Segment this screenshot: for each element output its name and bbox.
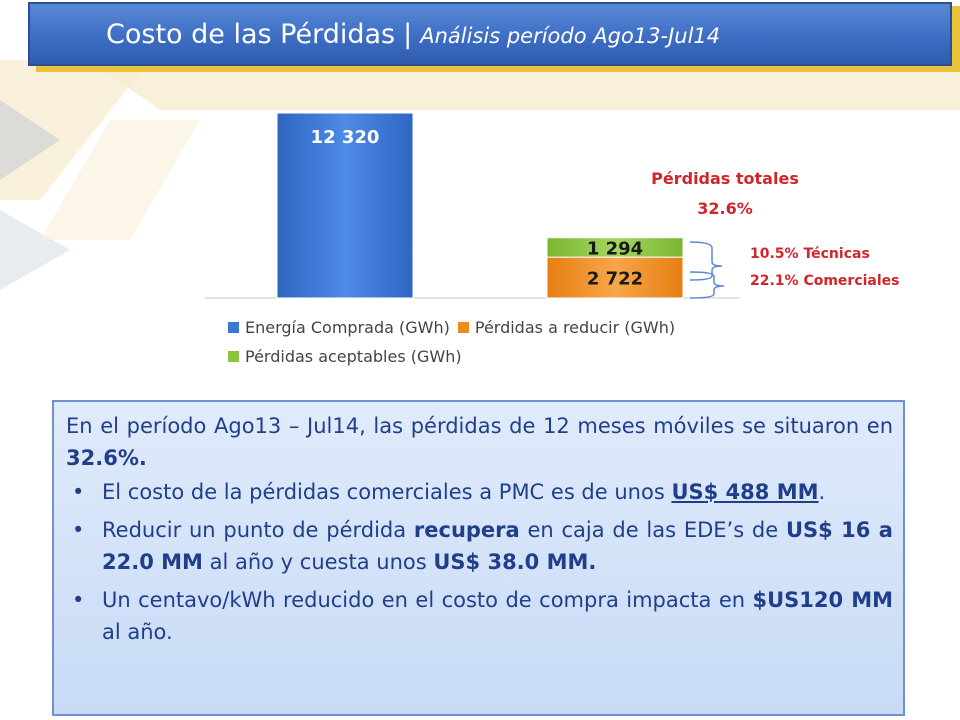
bracket-tecnicas <box>689 241 723 281</box>
bracket-comerciales <box>689 271 725 299</box>
chart-svg: 12 320 2 722 1 294 <box>205 112 740 299</box>
bullet-text: al año y cuesta unos <box>202 550 434 574</box>
bullet-value: US$ 38.0 MM. <box>433 550 597 574</box>
legend-label-perdidas-aceptables: Pérdidas aceptables (GWh) <box>245 347 462 366</box>
title-separator: | <box>403 18 413 50</box>
bullet-text: en caja de las EDE’s de <box>519 518 786 542</box>
bullet-item: Reducir un punto de pérdida recupera en … <box>66 514 893 578</box>
legend-label-perdidas-reducir: Pérdidas a reducir (GWh) <box>474 318 676 337</box>
bar-energia-comprada <box>276 112 414 299</box>
total-losses-label: Pérdidas totales <box>651 169 799 188</box>
summary-intro: En el período Ago13 – Jul14, las pérdida… <box>66 410 893 474</box>
legend-item-energia: Energía Comprada (GWh) <box>228 318 450 337</box>
bullet-emphasis: recupera <box>413 518 520 542</box>
total-losses-value: 32.6% <box>697 199 753 218</box>
legend-item-perdidas-aceptables: Pérdidas aceptables (GWh) <box>228 347 462 366</box>
legend-swatch-perdidas-aceptables <box>228 351 239 362</box>
page-title: Costo de las Pérdidas | Análisis período A… <box>106 19 720 50</box>
bullet-value: $US120 MM <box>752 588 894 612</box>
title-subtitle: Análisis período Ago13-Jul14 <box>420 23 721 48</box>
bar-perdidas-aceptables <box>546 237 684 258</box>
chart-legend: Energía Comprada (GWh) Pérdidas a reduci… <box>228 318 748 366</box>
comerciales-annotation: 22.1% Comerciales <box>750 273 900 289</box>
legend-swatch-energia <box>228 322 239 333</box>
summary-textbox: En el período Ago13 – Jul14, las pérdida… <box>52 400 905 716</box>
legend-label-energia: Energía Comprada (GWh) <box>245 318 450 337</box>
data-label-perdidas-reducir: 2 722 <box>587 269 643 290</box>
bullet-text: Reducir un punto de pérdida <box>102 518 414 542</box>
intro-value: 32.6%. <box>66 446 147 470</box>
tecnicas-annotation: 10.5% Técnicas <box>750 246 870 262</box>
bullet-text: . <box>818 480 826 504</box>
intro-text: En el período Ago13 – Jul14, las pérdida… <box>66 414 893 438</box>
bar-perdidas-reducir <box>546 256 684 299</box>
losses-chart: 12 320 2 722 1 294 Pérdidas totales 32.6% … <box>205 112 900 299</box>
data-label-perdidas-aceptables: 1 294 <box>587 238 643 259</box>
bullet-text: El costo de la pérdidas comerciales a PM… <box>102 480 672 504</box>
bullet-value: US$ 16 a 22.0 MM <box>102 518 893 574</box>
title-main: Costo de las Pérdidas <box>106 18 396 50</box>
title-bar: Costo de las Pérdidas | Análisis período A… <box>28 2 952 66</box>
summary-bullets: El costo de la pérdidas comerciales a PM… <box>66 476 893 648</box>
total-losses-annotation: Pérdidas totales 32.6% <box>640 164 810 224</box>
bullet-text: Un centavo/kWh reducido en el costo de c… <box>102 588 753 612</box>
bullet-item: Un centavo/kWh reducido en el costo de c… <box>66 584 893 648</box>
bullet-text: al año. <box>102 620 173 644</box>
bullet-value: US$ 488 MM <box>671 480 819 504</box>
bullet-item: El costo de la pérdidas comerciales a PM… <box>66 476 893 508</box>
data-label-energia-comprada: 12 320 <box>311 127 380 148</box>
legend-item-perdidas-reducir: Pérdidas a reducir (GWh) <box>457 318 676 337</box>
legend-swatch-perdidas-reducir <box>457 322 469 333</box>
